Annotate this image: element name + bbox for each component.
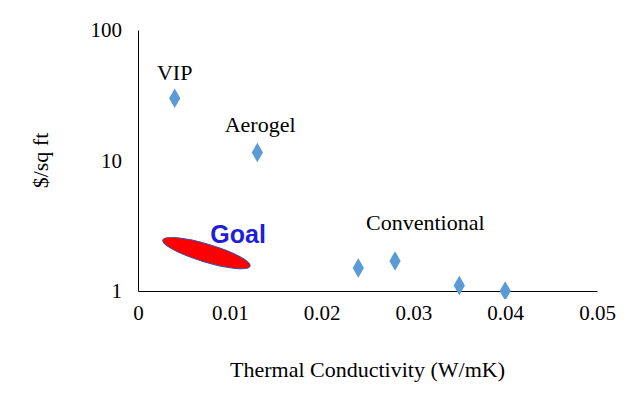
tick-label: 100 [91, 18, 123, 42]
annotation: VIP [157, 60, 192, 85]
tick: 0.03 [396, 291, 433, 325]
tick-label: 0.02 [304, 301, 341, 325]
point [169, 88, 180, 108]
annotation: Aerogel [225, 112, 296, 137]
point [252, 143, 263, 163]
x-axis: 0 0.01 0.02 0.03 0.04 0.05 [133, 291, 616, 325]
y-axis-title: $/sq ft [28, 133, 53, 189]
tick: 10 [101, 149, 138, 173]
y-axis: 1 10 100 [91, 18, 139, 303]
tick: 0.01 [212, 291, 249, 325]
tick-label: 0.05 [579, 301, 616, 325]
tick: 100 [91, 18, 139, 42]
x-axis-title: Thermal Conductivity (W/mK) [230, 357, 505, 382]
tick: 0.02 [304, 291, 341, 325]
point [389, 251, 400, 271]
axis-line [138, 31, 139, 292]
chart: 0 0.01 0.02 0.03 0.04 0.05 1 10 100 VIP Aerogel Con… [0, 0, 642, 414]
tick-label: 0.04 [487, 301, 524, 325]
tick: 0 [133, 291, 144, 325]
tick: 1 [112, 279, 139, 303]
annotation: Goal [210, 220, 266, 248]
plot: 0 0.01 0.02 0.03 0.04 0.05 1 10 100 VIP Aerogel Con… [91, 18, 616, 325]
annotation: Conventional [366, 210, 485, 235]
tick-label: 10 [101, 149, 122, 173]
axis-line [139, 291, 598, 292]
point [454, 276, 465, 296]
tick-label: 1 [112, 279, 123, 303]
tick-label: 0.01 [212, 301, 249, 325]
tick-label: 0 [133, 301, 144, 325]
marks [160, 88, 511, 299]
point [353, 258, 364, 278]
point [500, 281, 511, 299]
tick-label: 0.03 [396, 301, 433, 325]
tick: 0.05 [579, 291, 616, 325]
